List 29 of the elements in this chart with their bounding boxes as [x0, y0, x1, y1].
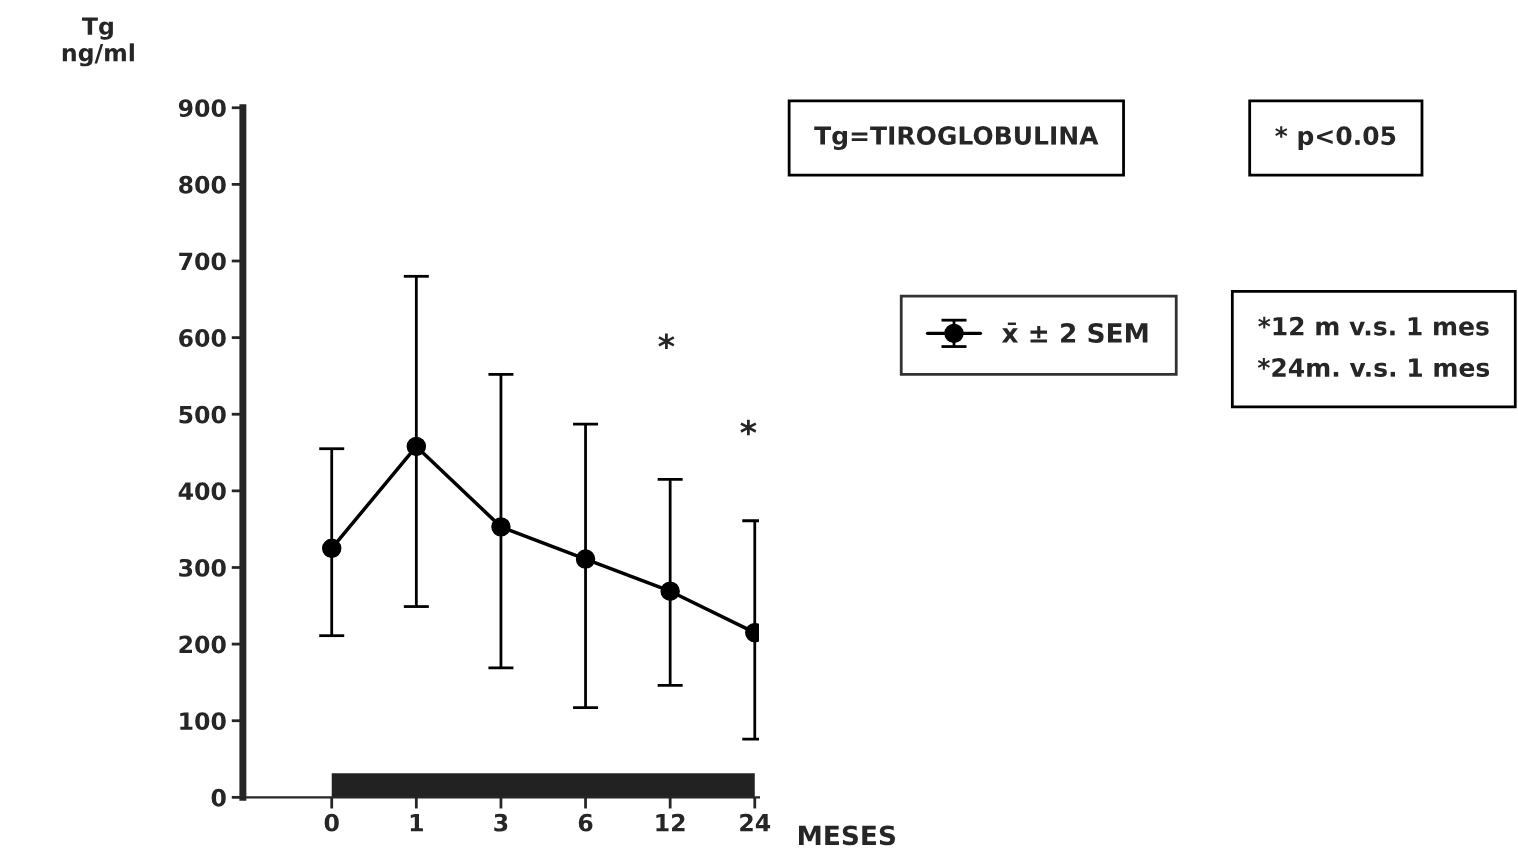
point — [491, 517, 511, 537]
x-tick-label: 24 — [740, 813, 771, 832]
x-tick-label: 12 — [656, 813, 685, 832]
x-tick-label: 1 — [410, 814, 423, 832]
x-tick-label: 0 — [324, 813, 339, 832]
y-tick-label: 100 — [180, 712, 226, 731]
y-tick-label: 900 — [178, 99, 226, 118]
annotation: * — [658, 333, 675, 350]
text: *12 m v.s. 1 mes *24m. v.s. 1 mes — [1257, 316, 1490, 378]
y-tick-label: 300 — [179, 558, 226, 577]
y-tick-label: 0 — [211, 788, 226, 807]
y-tick-label: 600 — [179, 329, 226, 347]
legend-label: x̄ ± 2 SEM — [1001, 322, 1148, 343]
y-tick-label: 700 — [179, 252, 226, 271]
point — [321, 538, 342, 559]
point — [575, 549, 596, 569]
point — [406, 436, 427, 457]
x-tick-label: 6 — [578, 813, 593, 832]
text: * p<0.05 — [1275, 126, 1396, 151]
y-tick-label: 800 — [179, 175, 226, 194]
point — [660, 581, 680, 601]
x-tick-label: 3 — [494, 813, 508, 832]
y-axis-title: Tg ng/ml — [62, 17, 134, 67]
annotation: * — [740, 419, 757, 436]
y-tick-label: 200 — [179, 635, 226, 654]
text: Tg=TIROGLOBULINA — [814, 126, 1099, 151]
y-tick-label: 400 — [178, 482, 226, 501]
y-tick-label: 500 — [179, 405, 226, 424]
x-axis-title: MESES — [799, 825, 895, 846]
